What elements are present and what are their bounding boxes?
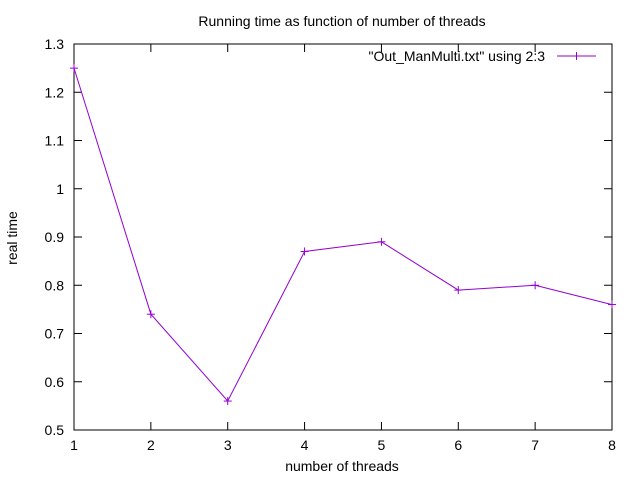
y-tick-label: 0.6 [45,374,65,390]
y-tick-label: 0.5 [45,422,65,438]
legend-label: "Out_ManMulti.txt" using 2:3 [369,48,546,64]
y-tick-label: 0.8 [45,277,65,293]
y-axis-label: real time [4,211,20,265]
data-point [454,286,463,295]
x-tick-label: 1 [70,437,78,453]
y-tick-label: 1 [56,181,64,197]
x-tick-label: 3 [224,437,232,453]
x-tick-label: 8 [608,437,616,453]
x-tick-label: 2 [147,437,155,453]
axes: 0.5 0.6 0.7 0.8 0.9 1 1.1 1.2 1.3 1 2 3 4 5 6 7 8 [45,36,617,453]
data-point [377,237,386,246]
chart-title: Running time as function of number of th… [198,13,485,29]
x-tick-label: 5 [378,437,386,453]
x-tick-label: 7 [531,437,539,453]
data-point [300,247,309,256]
y-tick-label: 1.1 [45,133,65,149]
y-tick-label: 1.3 [45,36,65,52]
plot-border [73,43,613,431]
data-point [531,281,540,290]
series-line [73,67,613,402]
data-point [608,300,616,309]
data-point [70,64,78,73]
y-tick-label: 1.2 [45,84,65,100]
y-tick-label: 0.9 [45,229,65,245]
x-tick-label: 4 [301,437,309,453]
legend: "Out_ManMulti.txt" using 2:3 [369,48,596,64]
y-tick-label: 0.7 [45,326,65,342]
series-layer [70,64,616,406]
x-axis-label: number of threads [285,458,399,474]
x-tick-label: 6 [454,437,462,453]
data-point [223,397,232,406]
data-point [146,310,155,319]
